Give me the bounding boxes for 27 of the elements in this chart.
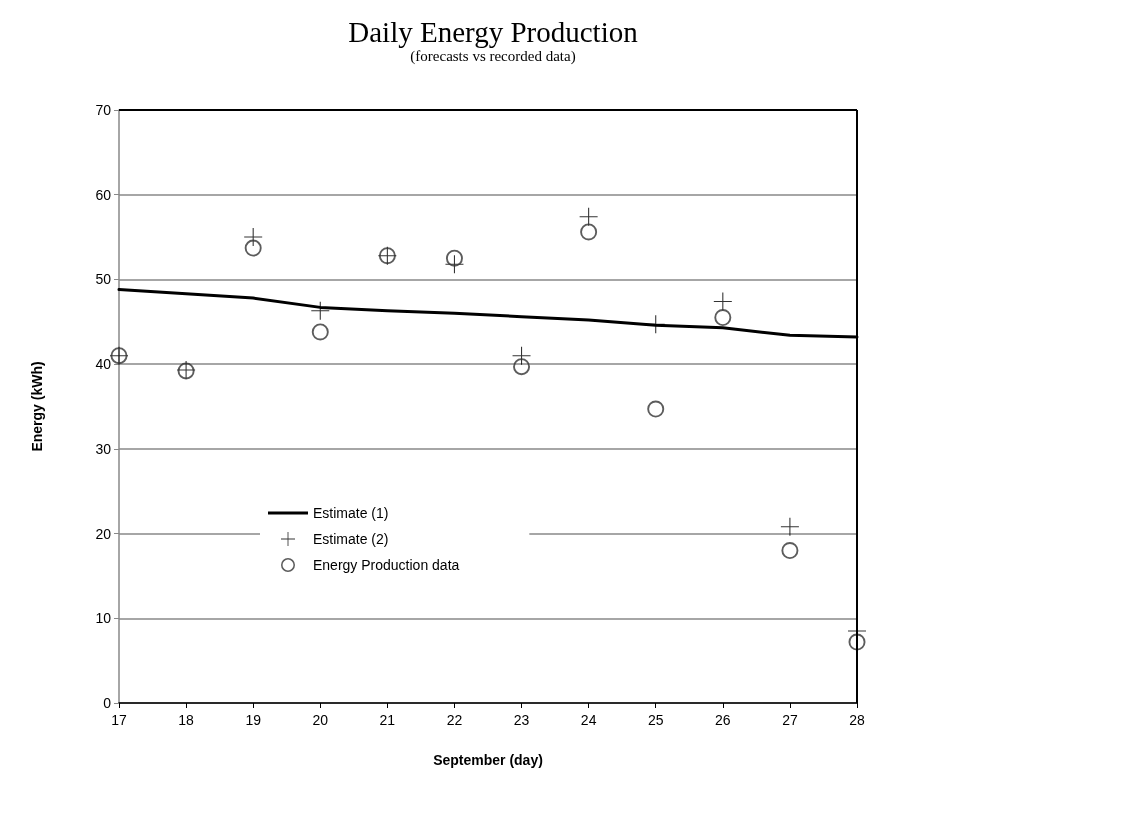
legend-label: Estimate (1) xyxy=(313,505,389,521)
x-tick-label: 26 xyxy=(715,712,731,728)
x-tick-label: 21 xyxy=(379,712,396,728)
x-tick-label: 28 xyxy=(849,712,865,728)
y-axis-title: Energy (kWh) xyxy=(29,361,45,452)
x-tick-label: 20 xyxy=(312,712,329,728)
chart-subtitle: (forecasts vs recorded data) xyxy=(410,47,576,65)
x-tick-label: 27 xyxy=(782,712,798,728)
y-tick-label: 0 xyxy=(103,695,112,711)
y-tick-label: 70 xyxy=(95,102,112,118)
x-tick-label: 19 xyxy=(245,712,262,728)
y-tick-label: 40 xyxy=(95,356,112,373)
x-axis-title: September (day) xyxy=(433,752,543,768)
x-tick-label: 23 xyxy=(513,712,530,728)
y-tick-label: 50 xyxy=(95,271,112,288)
y-tick-label: 30 xyxy=(95,440,112,457)
x-tick-label: 18 xyxy=(178,712,195,728)
y-tick-label: 10 xyxy=(95,610,112,627)
x-tick-label: 17 xyxy=(111,712,127,728)
x-tick-label: 24 xyxy=(580,712,597,728)
y-tick-label: 20 xyxy=(95,525,112,542)
x-tick-label: 25 xyxy=(647,712,664,728)
legend-label: Estimate (2) xyxy=(313,531,389,547)
chart-title: Daily Energy Production xyxy=(348,15,639,48)
x-tick-label: 22 xyxy=(446,712,463,728)
legend-label: Energy Production data xyxy=(313,557,460,573)
y-tick-label: 60 xyxy=(95,186,112,203)
